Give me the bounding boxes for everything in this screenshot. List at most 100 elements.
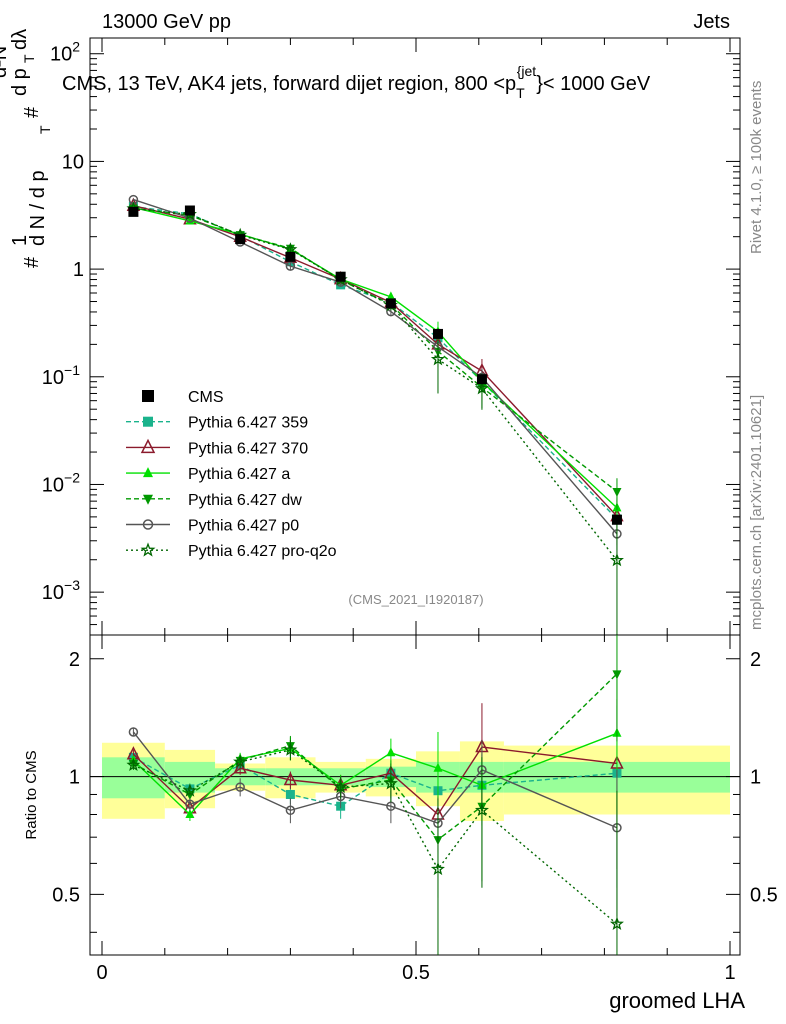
legend: CMS Pythia 6.427 359 Pythia 6.427 370 Pythi…	[126, 389, 337, 560]
legend-label: Pythia 6.427 pro-q2o	[188, 543, 337, 560]
legend-label: Pythia 6.427 370	[188, 440, 308, 457]
y-tick-label: 10−3	[42, 577, 80, 604]
rivet-label-group: Rivet 4.1.0, ≥ 100k events	[748, 81, 765, 254]
ratio-uncertainty-bands	[102, 741, 730, 821]
series-point-ratio	[333, 779, 348, 793]
series-point-ratio	[430, 861, 445, 876]
title-sub: T	[516, 85, 525, 101]
series-point-ratio	[609, 916, 624, 931]
legend-label: Pythia 6.427 p0	[188, 518, 299, 535]
ratio-tick-label-right: 2	[750, 649, 761, 671]
watermark: (CMS_2021_I1920187)	[348, 592, 483, 607]
data-point	[611, 514, 622, 525]
series-point-ratio	[185, 799, 195, 809]
main-axes: 10−3 10−2 10−1 1 10 102	[42, 38, 740, 636]
y-tick-label: 102	[50, 39, 80, 66]
legend-entry: Pythia 6.427 a	[126, 466, 290, 483]
series-point-ratio	[185, 808, 195, 818]
series-point-ratio	[182, 783, 197, 797]
x-tick-label: 0	[96, 962, 107, 984]
title-rest: }< 1000 GeV	[536, 73, 651, 95]
series-point-main	[386, 291, 396, 301]
series-point-main	[430, 352, 445, 366]
legend-entry: Pythia 6.427 370	[126, 438, 308, 457]
y-label-dndpt: d N / d p	[27, 170, 49, 246]
y-label-hash2: #	[21, 106, 43, 118]
legend-marker	[143, 494, 153, 505]
series-point-main	[285, 261, 296, 271]
data-point	[476, 374, 487, 385]
ratio-tick-label: 1	[69, 767, 80, 789]
ratio-tick-label-right: 0.5	[750, 884, 778, 906]
header-left: 13000 GeV pp	[102, 11, 231, 33]
y-tick-label: 10−2	[42, 469, 80, 496]
ratio-series	[126, 635, 624, 955]
header-right: Jets	[693, 11, 730, 33]
x-tick-label: 1	[724, 962, 735, 984]
series-point-ratio	[612, 670, 622, 680]
series-point-ratio	[128, 727, 139, 737]
source-label: mcplots.cern.ch [arXiv:2401.10621]	[748, 395, 765, 630]
main-data-points	[128, 205, 622, 525]
plot-title: CMS, 13 TeV, AK4 jets, forward dijet reg…	[62, 63, 651, 101]
series-point-main	[283, 242, 298, 256]
data-point	[335, 271, 346, 282]
legend-marker	[140, 438, 156, 454]
legend-entry: Pythia 6.427 dw	[126, 492, 302, 509]
ratio-frame	[89, 634, 741, 956]
series-point-ratio	[235, 782, 245, 792]
legend-label: Pythia 6.427 a	[188, 466, 290, 483]
series-point-ratio	[283, 771, 298, 786]
series-point-ratio	[285, 789, 295, 799]
legend-entry: Pythia 6.427 pro-q2o	[126, 542, 337, 560]
series-point-ratio	[233, 754, 248, 768]
y-label-t1: T	[37, 125, 53, 134]
y-label-dlambda: dλ	[9, 29, 31, 50]
series-line-main	[133, 198, 618, 535]
data-point	[385, 298, 396, 309]
legend-marker	[140, 542, 156, 557]
data-point	[432, 328, 443, 339]
legend-marker	[143, 416, 153, 427]
data-point	[235, 234, 246, 245]
legend-label: CMS	[188, 389, 224, 406]
ratio-y-label: Ratio to CMS	[23, 750, 40, 839]
y-label-t2: T	[21, 54, 37, 63]
title-sup: {jet	[517, 63, 537, 79]
y-label-d2n: d²N	[0, 46, 11, 78]
series-point-ratio	[383, 776, 398, 790]
series-point-ratio	[233, 760, 247, 774]
y-tick-label: 10−1	[42, 362, 80, 389]
ratio-tick-label: 2	[69, 649, 80, 671]
legend-marker	[142, 390, 154, 402]
x-axis-label: groomed LHA	[609, 988, 745, 1013]
ratio-axes: 0 0.5 1 0.5 0.5 1 1 2 2	[52, 635, 778, 984]
series-point-ratio	[283, 742, 298, 756]
series-point-main	[609, 552, 624, 567]
series-line-ratio	[133, 749, 618, 925]
legend-entry: Pythia 6.427 p0	[126, 518, 299, 535]
data-point	[128, 206, 139, 217]
series-point-main	[474, 381, 489, 395]
main-panel: 10−3 10−2 10−1 1 10 102 (CMS_2021_I1920187)	[42, 37, 741, 636]
data-point	[184, 205, 195, 216]
y-label-hash: #	[21, 256, 43, 268]
series-point-ratio	[386, 747, 396, 757]
series-line-main	[133, 206, 618, 509]
ratio-y-label-group: Ratio to CMS	[23, 750, 40, 839]
series-point-main	[612, 488, 622, 498]
y-label-dpt: d p	[9, 68, 31, 96]
legend-entry: Pythia 6.427 359	[126, 415, 308, 432]
title-main: CMS, 13 TeV, AK4 jets, forward dijet reg…	[62, 73, 516, 95]
series-point-ratio	[433, 762, 443, 772]
y-tick-label: 1	[73, 259, 84, 281]
x-tick-label: 0.5	[402, 962, 430, 984]
legend-marker	[142, 519, 154, 530]
rivet-label: Rivet 4.1.0, ≥ 100k events	[748, 81, 765, 254]
legend-entry: CMS	[142, 389, 224, 406]
legend-label: Pythia 6.427 dw	[188, 492, 302, 509]
legend-marker	[143, 467, 153, 478]
series-point-ratio	[126, 757, 141, 771]
series-point-ratio	[474, 802, 489, 817]
